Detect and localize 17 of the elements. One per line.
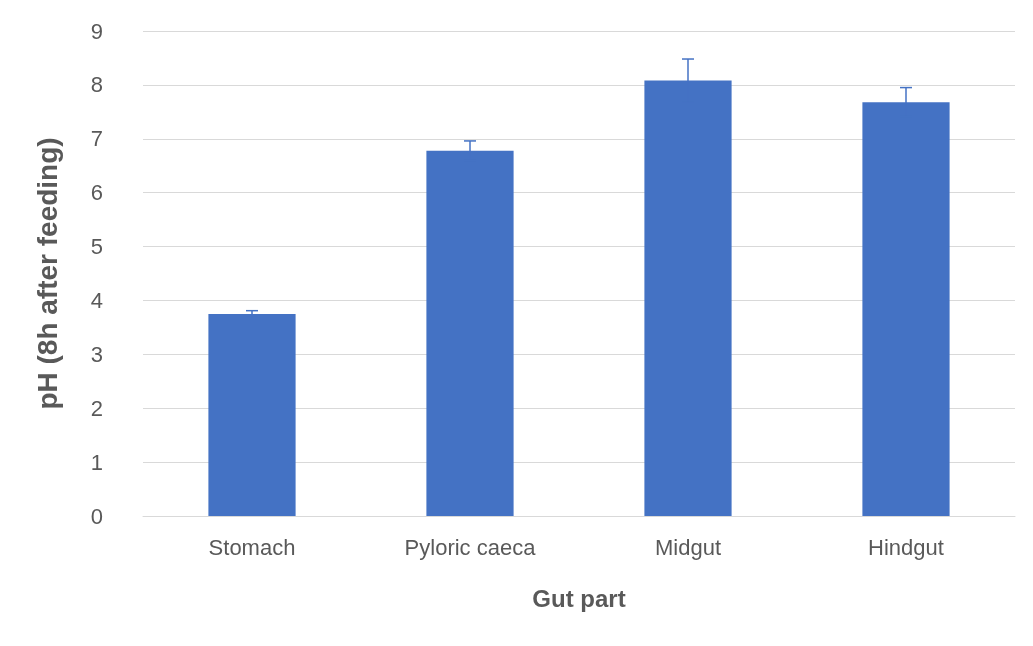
y-tick-label: 0: [90, 503, 103, 529]
y-tick-label: 3: [90, 341, 103, 367]
y-tick-label: 1: [90, 449, 103, 475]
y-tick-label: 8: [90, 72, 103, 98]
y-tick-label: 2: [90, 395, 103, 421]
x-tick-label: Stomach: [208, 534, 296, 560]
y-tick-label: 6: [90, 180, 103, 206]
x-tick-label: Midgut: [654, 534, 722, 560]
x-tick-label: Hindgut: [868, 534, 944, 560]
y-tick-label: 9: [90, 18, 103, 44]
y-tick-label: 7: [90, 126, 103, 152]
x-axis-title: Gut part: [532, 584, 626, 612]
y-tick-label: 5: [90, 234, 103, 260]
x-tick-label: Pyloric caeca: [404, 534, 537, 560]
bar: [208, 313, 296, 516]
y-tick-label: 4: [90, 287, 103, 313]
y-axis-title: pH (8h after feeding): [31, 137, 63, 410]
